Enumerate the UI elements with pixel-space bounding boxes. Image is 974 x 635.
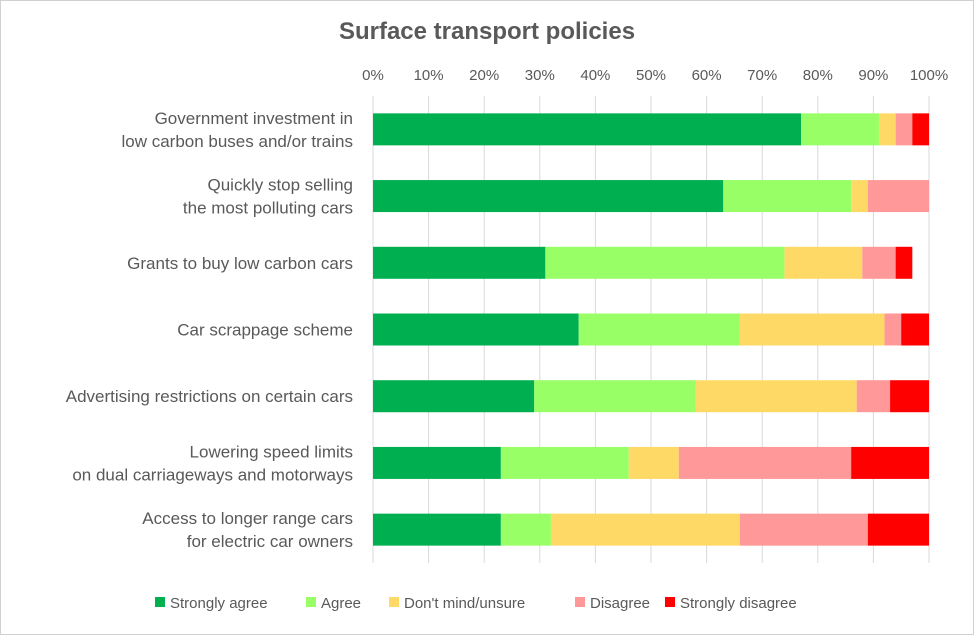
bars bbox=[373, 113, 929, 546]
category-label: Access to longer range cars bbox=[142, 509, 353, 528]
x-tick-label: 30% bbox=[525, 67, 555, 84]
bar-segment bbox=[373, 446, 501, 479]
legend-swatch bbox=[665, 597, 675, 607]
bar-segment bbox=[856, 380, 891, 413]
bar-segment bbox=[784, 246, 863, 279]
bar-segment bbox=[550, 513, 740, 546]
chart-title: Surface transport policies bbox=[338, 18, 636, 45]
bar-segment bbox=[739, 513, 868, 546]
bar-segment bbox=[884, 313, 902, 346]
bar-segment bbox=[851, 180, 868, 213]
bar-segment bbox=[545, 246, 785, 279]
bar-segment bbox=[628, 446, 679, 479]
bar-segment bbox=[534, 380, 696, 413]
bar-segment bbox=[901, 313, 929, 346]
bar-segment bbox=[500, 513, 551, 546]
legend-item: Strongly agree bbox=[155, 595, 268, 612]
legend-item: Agree bbox=[306, 595, 361, 612]
legend: Strongly agree Agree Don't mind/unsure Disa… bbox=[155, 595, 797, 612]
category-label: on dual carriageways and motorways bbox=[72, 465, 353, 484]
x-tick-label: 10% bbox=[414, 67, 444, 84]
bar-segment bbox=[373, 113, 802, 146]
x-tick-label: 20% bbox=[469, 67, 499, 84]
bar-segment bbox=[373, 246, 546, 279]
category-label: the most polluting cars bbox=[183, 199, 353, 218]
x-axis-tick-labels: 0% 10% 20% 30% 40% 50% 60% 70% 80% 90% 100% bbox=[362, 67, 948, 84]
legend-swatch bbox=[155, 597, 165, 607]
bar-segment bbox=[373, 380, 535, 413]
legend-label: Strongly disagree bbox=[680, 595, 797, 612]
x-tick-label: 60% bbox=[692, 67, 722, 84]
bar-segment bbox=[890, 380, 929, 413]
x-tick-label: 40% bbox=[580, 67, 610, 84]
legend-item: Strongly disagree bbox=[665, 595, 797, 612]
bar-segment bbox=[801, 113, 879, 146]
x-tick-label: 70% bbox=[747, 67, 777, 84]
legend-label: Disagree bbox=[590, 595, 650, 612]
bar-segment bbox=[373, 180, 724, 213]
bar-segment bbox=[373, 313, 579, 346]
bar-segment bbox=[723, 180, 852, 213]
legend-label: Agree bbox=[321, 595, 361, 612]
bar-segment bbox=[851, 446, 929, 479]
bar-segment bbox=[912, 113, 929, 146]
bar-segment bbox=[867, 513, 929, 546]
category-label: low carbon buses and/or trains bbox=[121, 132, 353, 151]
legend-swatch bbox=[575, 597, 585, 607]
category-label: Quickly stop selling bbox=[207, 176, 353, 195]
x-tick-label: 90% bbox=[858, 67, 888, 84]
bar-segment bbox=[578, 313, 740, 346]
bar-segment bbox=[695, 380, 857, 413]
legend-label: Strongly agree bbox=[170, 595, 268, 612]
bar-segment bbox=[678, 446, 852, 479]
bar-segment bbox=[373, 513, 501, 546]
category-label: Lowering speed limits bbox=[190, 442, 353, 461]
legend-item: Don't mind/unsure bbox=[389, 595, 525, 612]
bar-segment bbox=[895, 246, 913, 279]
category-label: Government investment in bbox=[155, 109, 353, 128]
x-tick-label: 100% bbox=[910, 67, 948, 84]
category-labels: Government investment in low carbon buses… bbox=[66, 109, 353, 551]
category-label: Car scrappage scheme bbox=[177, 321, 353, 340]
x-tick-label: 50% bbox=[636, 67, 666, 84]
bar-segment bbox=[878, 113, 896, 146]
legend-label: Don't mind/unsure bbox=[404, 595, 525, 612]
legend-swatch bbox=[389, 597, 399, 607]
category-label: for electric car owners bbox=[187, 532, 353, 551]
x-tick-label: 80% bbox=[803, 67, 833, 84]
category-label: Grants to buy low carbon cars bbox=[127, 254, 353, 273]
category-label: Advertising restrictions on certain cars bbox=[66, 387, 353, 406]
bar-segment bbox=[895, 113, 913, 146]
bar-segment bbox=[862, 246, 896, 279]
x-tick-label: 0% bbox=[362, 67, 384, 84]
bar-segment bbox=[739, 313, 885, 346]
legend-swatch bbox=[306, 597, 316, 607]
bar-segment bbox=[500, 446, 629, 479]
bar-segment bbox=[867, 180, 929, 213]
legend-item: Disagree bbox=[575, 595, 650, 612]
